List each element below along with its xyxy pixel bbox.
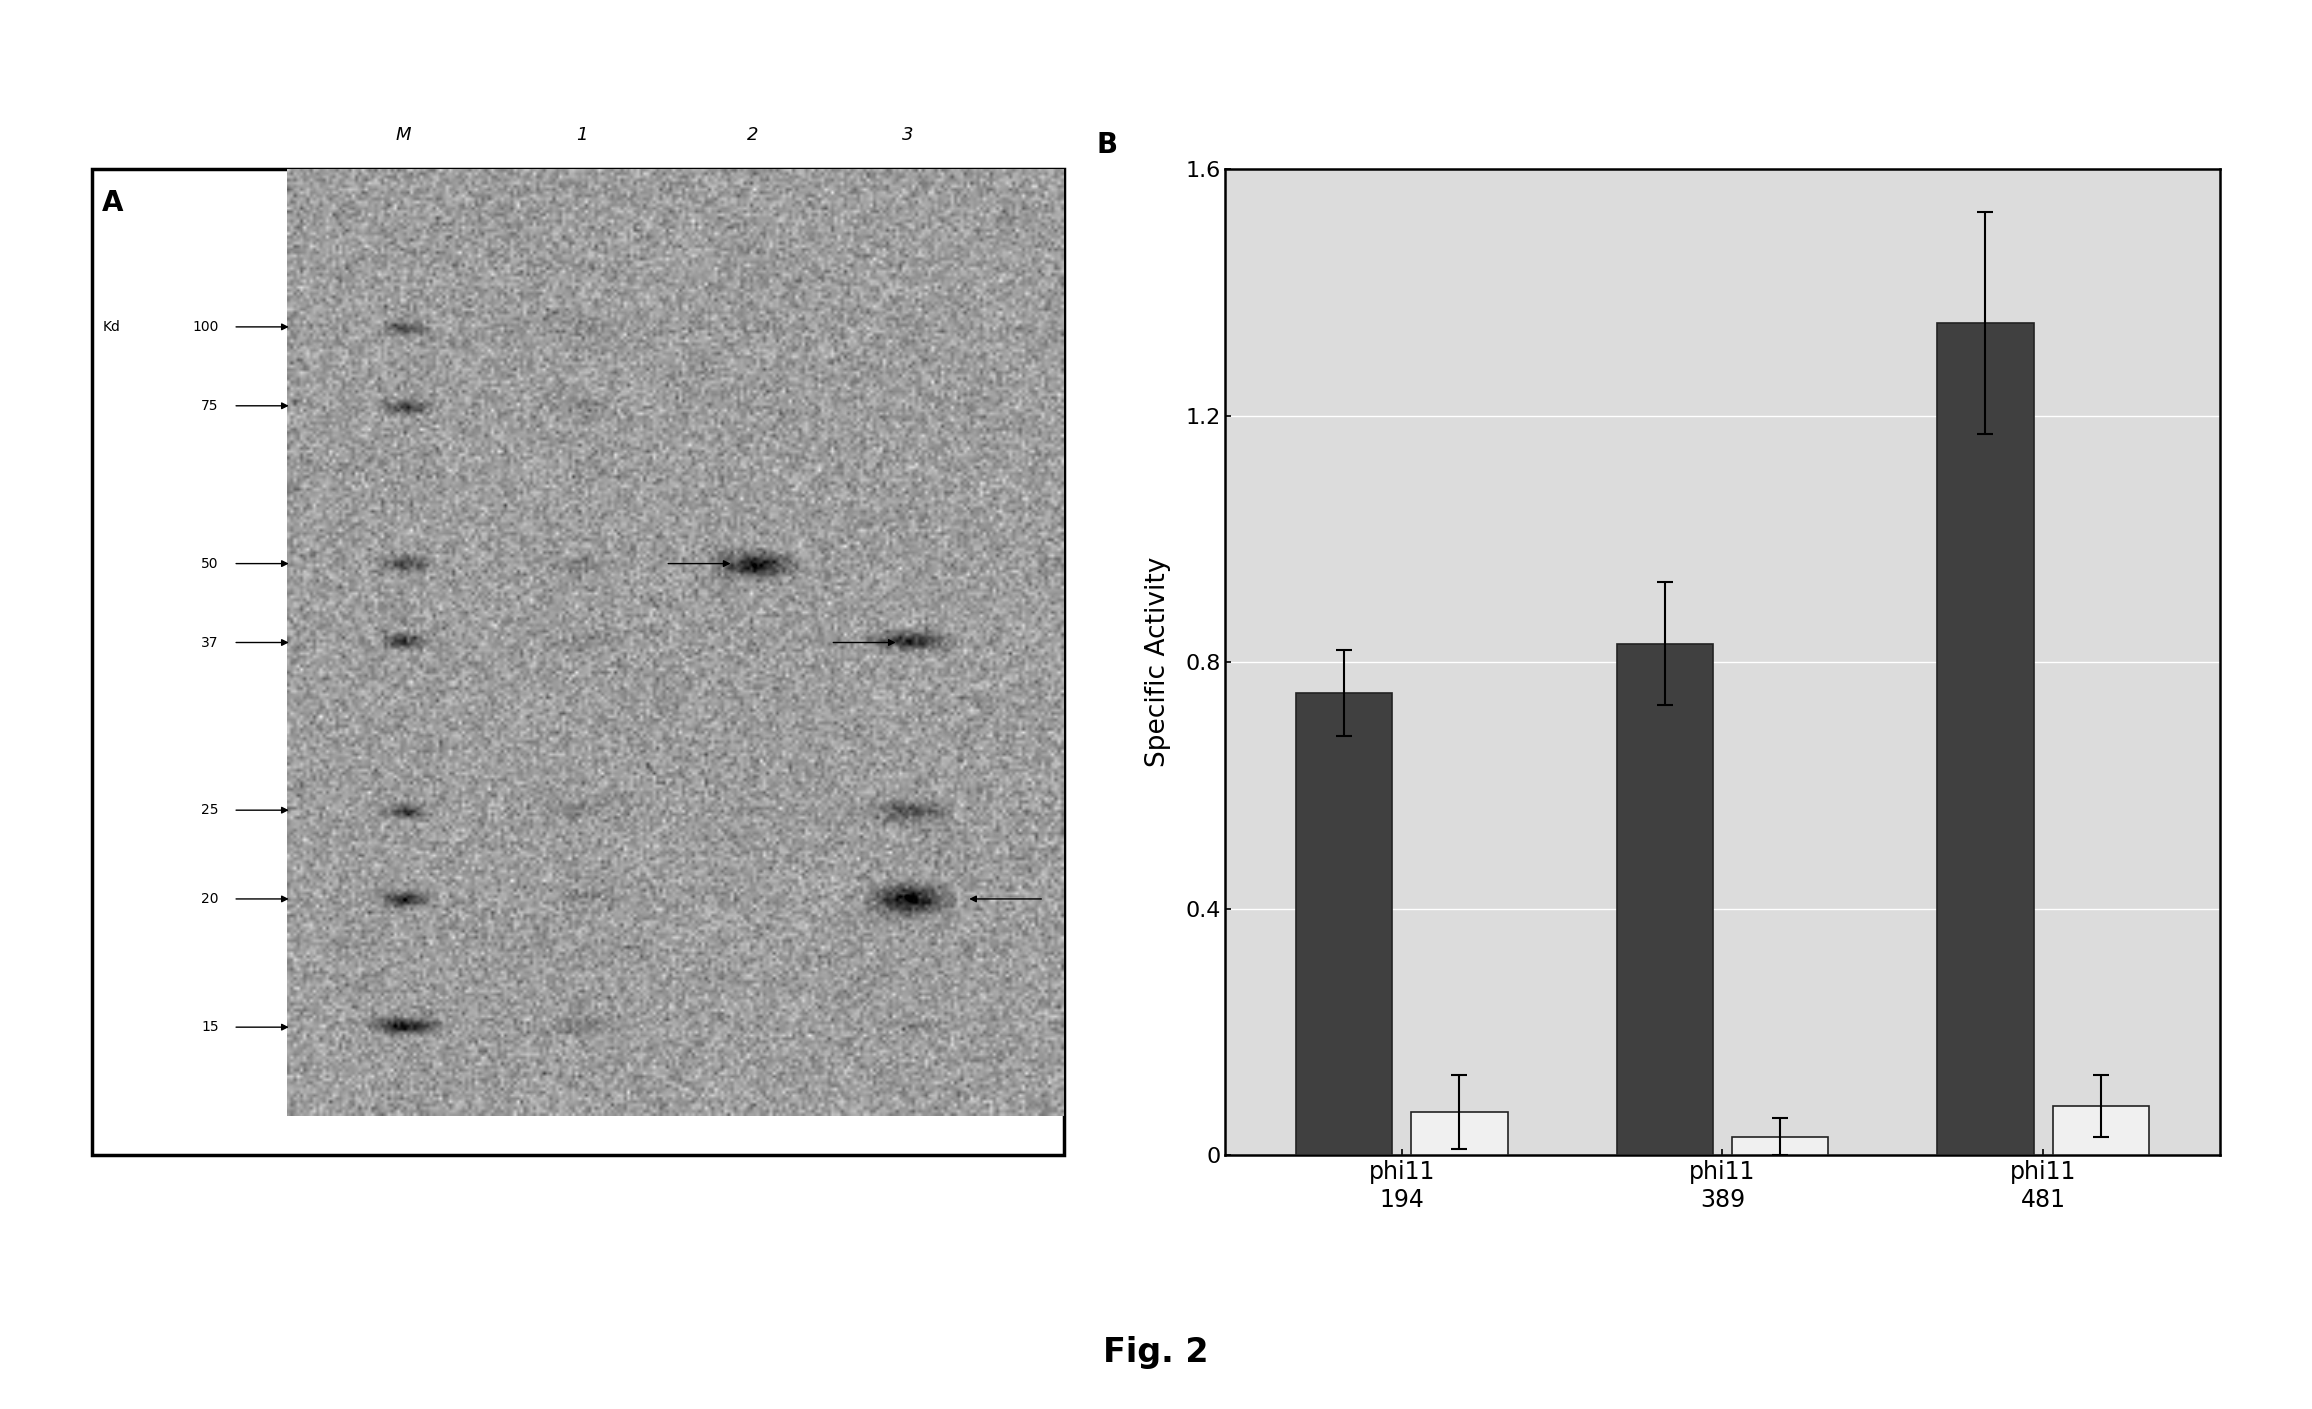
Text: 75: 75 [201, 399, 220, 413]
Bar [2053, 1106, 2148, 1155]
Text: 100: 100 [192, 320, 220, 334]
Text: 3: 3 [902, 127, 913, 145]
Text: A: A [102, 189, 123, 217]
Text: 1: 1 [576, 127, 587, 145]
Text: 2: 2 [747, 127, 758, 145]
Text: B: B [1096, 131, 1117, 159]
Bar [1937, 323, 2035, 1155]
Bar [1732, 1137, 1829, 1155]
Text: Kd: Kd [102, 320, 120, 334]
Text: M: M [395, 127, 412, 145]
Text: 50: 50 [201, 557, 220, 571]
Y-axis label: Specific Activity: Specific Activity [1144, 557, 1172, 768]
Text: 15: 15 [201, 1020, 220, 1034]
Bar [287, 169, 1064, 1116]
Bar [1410, 1112, 1507, 1155]
Bar [1616, 644, 1713, 1155]
Bar [1297, 693, 1392, 1155]
Text: Fig. 2: Fig. 2 [1103, 1336, 1209, 1370]
Text: 20: 20 [201, 892, 220, 906]
Text: 25: 25 [201, 803, 220, 817]
Text: 37: 37 [201, 635, 220, 650]
